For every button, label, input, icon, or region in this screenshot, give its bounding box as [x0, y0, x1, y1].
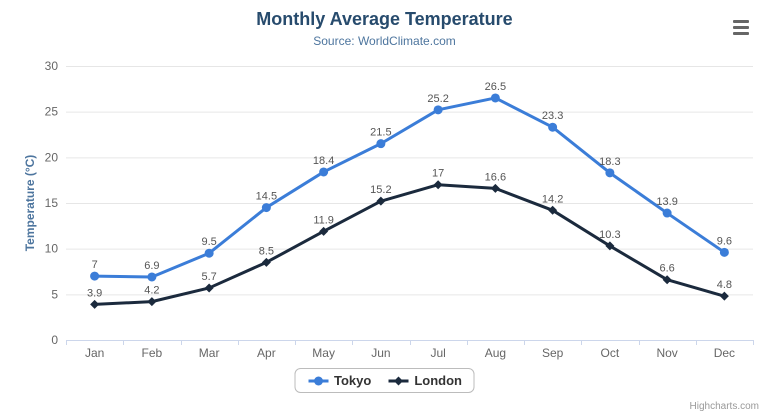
legend-item-london[interactable]: London	[387, 373, 462, 388]
data-label: 4.2	[144, 285, 159, 297]
data-point-marker[interactable]	[90, 299, 100, 309]
y-axis-label: 0	[51, 333, 58, 347]
data-point-marker[interactable]	[605, 241, 615, 251]
data-point-marker[interactable]	[433, 180, 443, 190]
legend: Tokyo London	[294, 368, 475, 393]
data-label: 14.2	[542, 193, 563, 205]
x-axis-label: Dec	[714, 346, 735, 360]
data-point-marker[interactable]	[433, 105, 443, 115]
y-axis-label: 10	[45, 242, 59, 256]
data-label: 6.6	[659, 263, 674, 275]
data-label: 13.9	[656, 196, 677, 208]
data-point-marker[interactable]	[376, 196, 386, 206]
data-label: 14.5	[256, 191, 277, 203]
data-point-marker[interactable]	[261, 257, 271, 267]
data-label: 5.7	[201, 271, 216, 283]
legend-item-tokyo[interactable]: Tokyo	[307, 373, 371, 388]
data-point-marker[interactable]	[90, 271, 100, 281]
data-label: 16.6	[485, 171, 506, 183]
chart-title: Monthly Average Temperature	[256, 9, 513, 29]
x-axis-label: Nov	[656, 346, 677, 360]
data-label: 11.9	[313, 214, 334, 226]
data-point-marker[interactable]	[662, 275, 672, 285]
data-label: 18.4	[313, 155, 334, 167]
y-axis-label: 30	[45, 59, 59, 73]
data-point-marker[interactable]	[490, 93, 500, 103]
data-point-marker[interactable]	[204, 283, 214, 293]
hamburger-icon	[733, 32, 749, 35]
y-axis-label: 5	[51, 287, 58, 301]
hamburger-icon	[733, 26, 749, 29]
data-label: 15.2	[370, 184, 391, 196]
x-axis-label: May	[312, 346, 335, 360]
data-label: 6.9	[144, 260, 159, 272]
data-point-marker[interactable]	[204, 248, 214, 258]
data-label: 21.5	[370, 127, 391, 139]
y-axis-label: 15	[45, 196, 59, 210]
data-point-marker[interactable]	[147, 297, 157, 307]
x-axis-label: Jul	[430, 346, 445, 360]
data-label: 26.5	[485, 81, 506, 93]
tokyo-series-marker-icon	[308, 376, 329, 385]
data-label: 25.2	[427, 93, 448, 105]
data-point-marker[interactable]	[147, 272, 157, 282]
data-label: 23.3	[542, 110, 563, 122]
data-point-marker[interactable]	[719, 247, 729, 257]
y-axis-label: 20	[45, 150, 59, 164]
data-label: 9.6	[717, 235, 732, 247]
data-point-marker[interactable]	[261, 203, 271, 213]
x-axis-label: Jan	[85, 346, 104, 360]
series-line-london	[94, 183, 725, 306]
data-label: 17	[432, 168, 444, 180]
x-axis-label: Jun	[371, 346, 390, 360]
data-label: 9.5	[201, 236, 216, 248]
context-menu-button[interactable]	[733, 20, 749, 35]
data-point-marker[interactable]	[376, 139, 386, 149]
data-point-marker[interactable]	[719, 291, 729, 301]
data-label: 7	[92, 259, 98, 271]
data-label: 3.9	[87, 287, 102, 299]
data-label: 18.3	[599, 156, 620, 168]
data-label: 8.5	[259, 245, 274, 257]
data-point-marker[interactable]	[319, 226, 329, 236]
data-point-marker[interactable]	[319, 167, 329, 177]
x-axis-label: Aug	[485, 346, 506, 360]
data-point-marker[interactable]	[548, 122, 558, 132]
data-label: 10.3	[599, 229, 620, 241]
x-axis-label: Apr	[257, 346, 276, 360]
data-point-marker[interactable]	[490, 183, 500, 193]
credits-link[interactable]: Highcharts.com	[689, 401, 759, 412]
legend-label-tokyo: Tokyo	[334, 373, 372, 388]
y-axis-label: 25	[45, 105, 59, 119]
x-axis-label: Oct	[601, 346, 620, 360]
data-point-marker[interactable]	[662, 208, 672, 218]
hamburger-icon	[733, 20, 749, 23]
x-axis-label: Mar	[199, 346, 220, 360]
data-label: 4.8	[717, 279, 732, 291]
x-axis-label: Sep	[542, 346, 564, 360]
data-point-marker[interactable]	[548, 205, 558, 215]
legend-label-london: London	[414, 373, 462, 388]
x-axis-label: Feb	[142, 346, 163, 360]
data-point-marker[interactable]	[605, 168, 615, 178]
chart-subtitle: Source: WorldClimate.com	[313, 34, 456, 48]
series-line-tokyo	[94, 96, 726, 279]
london-series-marker-icon	[388, 376, 409, 385]
